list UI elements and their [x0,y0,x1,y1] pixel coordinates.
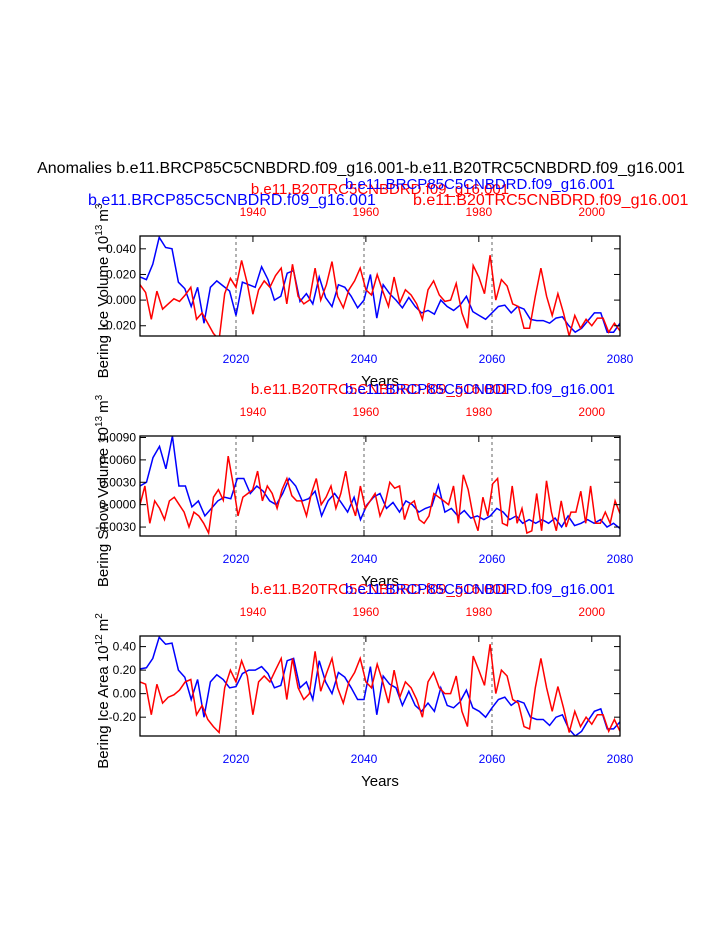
x-tick-label-bottom: 2060 [479,552,506,566]
x-axis-label: Years [361,773,399,790]
x-tick-label-top: 1940 [240,205,267,219]
series-red-line [140,255,620,336]
x-axis-label: Years [361,573,399,590]
x-tick-label-top: 1960 [353,605,380,619]
x-tick-label-top: 2000 [578,205,605,219]
x-tick-label-top: 2000 [578,605,605,619]
series-red-line [140,644,620,735]
x-tick-label-bottom: 2080 [607,352,634,366]
panel-title-red: b.e11.B20TRC5CNBDRD.f09_g16.001 [251,581,509,598]
y-tick-label: 0.20 [113,663,137,677]
y-tick-label: -0.0030 [95,520,136,534]
panel-title-blue: b.e11.BRCP85C5CNBDRD.f09_g16.001 [345,581,615,598]
x-tick-label-bottom: 2080 [607,552,634,566]
x-tick-label-top: 1980 [465,405,492,419]
x-tick-label-bottom: 2020 [223,352,250,366]
panel-title-blue: b.e11.BRCP85C5CNBDRD.f09_g16.001 [345,176,615,193]
y-tick-label: 0.0060 [99,453,136,467]
y-label-unit-exp: 2 [94,613,105,619]
y-tick-label: 0.0030 [99,475,136,489]
chart-panel-3: b.e11.B20TRC5CNBDRD.f09_g16.001b.e11.BRC… [94,581,634,790]
panel-title-blue: b.e11.BRCP85C5CNBDRD.f09_g16.001 [345,381,615,398]
y-tick-label: 0.00 [113,687,137,701]
chart-panel-2: b.e11.B20TRC5CNBDRD.f09_g16.001b.e11.BRC… [94,381,634,590]
x-tick-label-bottom: 2060 [479,352,506,366]
y-tick-label: 0.0000 [99,498,136,512]
x-tick-label-bottom: 2040 [351,552,378,566]
y-tick-label: 0.000 [106,293,136,307]
y-tick-label: -0.020 [102,319,136,333]
y-label-exp: 12 [94,634,105,646]
y-label-text: Bering Ice Volume 10 [95,236,112,379]
plot-frame [139,235,621,337]
y-axis-label: Bering Snow Volume 1013 m3 [94,394,112,587]
y-label-unit: m [95,619,112,632]
y-axis-label: Bering Ice Volume 1013 m3 [94,203,112,378]
x-tick-label-bottom: 2020 [223,752,250,766]
x-tick-label-bottom: 2040 [351,352,378,366]
chart-panel-1: b.e11.B20TRC5CNBDRD.f09_g16.001b.e11.BRC… [94,176,634,390]
x-tick-label-bottom: 2040 [351,752,378,766]
x-tick-label-top: 1980 [465,605,492,619]
y-label-unit-exp: 3 [94,203,105,209]
series-blue-line [140,636,620,736]
x-tick-label-bottom: 2020 [223,552,250,566]
y-tick-label: 0.040 [106,242,136,256]
x-tick-label-top: 1980 [465,205,492,219]
plot-frame [139,435,621,537]
x-tick-label-top: 1960 [353,405,380,419]
y-label-text: Bering Ice Area 10 [95,645,112,768]
panel-title-red: b.e11.B20TRC5CNBDRD.f09_g16.001 [251,381,509,398]
panel-title-red: b.e11.B20TRC5CNBDRD.f09_g16.001 [251,181,509,198]
main-title: Anomalies b.e11.BRCP85C5CNBDRD.f09_g16.0… [37,160,685,177]
x-tick-label-top: 2000 [578,405,605,419]
x-tick-label-top: 1960 [353,205,380,219]
y-tick-label: 0.020 [106,267,136,281]
y-axis-label: Bering Ice Area 1012 m2 [94,613,112,769]
x-tick-label-bottom: 2060 [479,752,506,766]
y-label-text: Bering Snow Volume 10 [95,427,112,587]
plot-frame [139,635,621,737]
y-tick-label: -0.20 [109,710,137,724]
header-red-title: b.e11.B20TRC5CNBDRD.f09_g16.001 [413,192,689,209]
x-tick-label-bottom: 2080 [607,752,634,766]
series-blue-line [140,236,620,334]
header-blue-title: b.e11.BRCP85C5CNBDRD.f09_g16.001 [88,192,376,209]
y-label-unit: m [95,400,112,413]
x-axis-label: Years [361,373,399,390]
y-label-exp: 13 [94,415,105,427]
y-label-exp: 13 [94,224,105,236]
x-tick-label-top: 1940 [240,605,267,619]
y-label-unit: m [95,209,112,222]
y-tick-label: 0.0090 [99,430,136,444]
y-tick-label: 0.40 [113,640,137,654]
panels: b.e11.B20TRC5CNBDRD.f09_g16.001b.e11.BRC… [94,176,634,790]
y-label-unit-exp: 3 [94,394,105,400]
series-red-line [140,455,620,536]
x-tick-label-top: 1940 [240,405,267,419]
